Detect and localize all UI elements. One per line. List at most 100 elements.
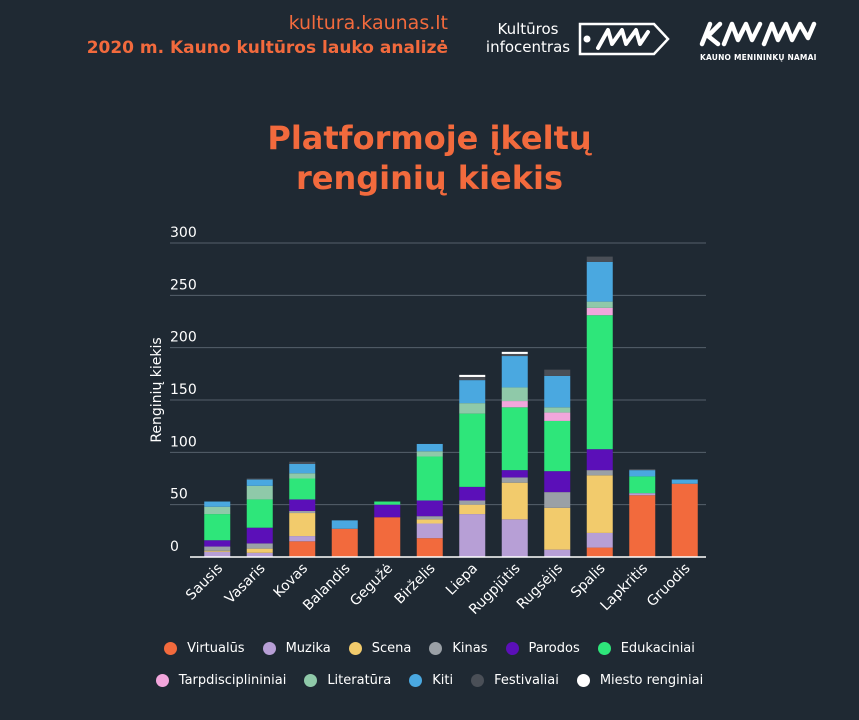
bar-segment (544, 492, 571, 508)
bar-segment (586, 475, 613, 533)
bar-segment (331, 528, 358, 557)
bar-segment (501, 482, 528, 520)
bar-segment (501, 353, 528, 357)
bar-segment (246, 485, 273, 500)
bar-segment (501, 351, 528, 354)
legend-swatch (429, 642, 443, 655)
bar-segment (246, 527, 273, 544)
legend-swatch (155, 674, 169, 687)
legend-item: Tarpdisciplininiai (155, 673, 286, 688)
bar-segment (459, 504, 486, 515)
infocentras-ticket-icon (578, 22, 670, 56)
legend-item: Miesto renginiai (576, 673, 704, 688)
legend-swatch (505, 642, 519, 655)
bar-segment (501, 477, 528, 483)
bar-segment (459, 514, 486, 557)
bar-segment (459, 374, 486, 377)
bar-segment (544, 375, 571, 408)
x-tick-label: Kovas (271, 561, 311, 601)
bar-segment (586, 256, 613, 262)
bar-segment (204, 540, 231, 547)
y-tick-label: 150 (170, 382, 197, 398)
bar-segment (416, 523, 443, 539)
legend-swatch (164, 642, 178, 655)
infocentras-logo-line2: infocentras (485, 38, 571, 56)
legend-item: Virtualūs (164, 641, 245, 656)
bar-segment (586, 532, 613, 548)
legend-row-2: Tarpdisciplininiai Literatūra Kiti Festival… (0, 673, 859, 688)
legend-label: Edukaciniai (620, 641, 695, 656)
legend-item: Muzika (262, 641, 331, 656)
legend-swatch (304, 674, 318, 687)
y-tick-label: 200 (170, 330, 197, 346)
bar-segment (459, 403, 486, 414)
kaunas-artists-house-logo: KAUNO MENININKŲ NAMAI (698, 18, 818, 68)
bar-segment (204, 506, 231, 515)
bar-segment (459, 413, 486, 487)
bar-segment (671, 483, 698, 557)
bar-segment (416, 500, 443, 517)
bar-segment (544, 407, 571, 413)
bar-segment (544, 369, 571, 376)
bar-segment (501, 356, 528, 388)
bar-segment (204, 501, 231, 507)
bar-segment (289, 510, 316, 514)
bar-segment (501, 387, 528, 402)
bar-segment (544, 420, 571, 472)
bar-segment (289, 478, 316, 500)
x-tick-label: Spalis (568, 561, 609, 602)
chart-title-line-1: Platformoje įkeltų (267, 119, 592, 157)
bar-segment (246, 478, 273, 480)
bar-segment (289, 473, 316, 479)
legend-item: Kinas (429, 641, 488, 656)
bar-segment (289, 461, 316, 464)
bar-segment (671, 479, 698, 484)
legend-swatch (471, 674, 485, 687)
legend-label: Virtualūs (187, 641, 245, 656)
legend-item: Literatūra (304, 673, 391, 688)
legend-swatch (262, 642, 276, 655)
legend-label: Literatūra (327, 673, 392, 688)
bar-segment (501, 470, 528, 478)
bar-segment (246, 499, 273, 528)
bar-segment (416, 443, 443, 452)
x-tick-label: Vasaris (222, 561, 269, 608)
bar-segment (246, 552, 273, 557)
kulturos-infocentras-logo: Kultūros infocentras (470, 18, 675, 68)
bar-segment (544, 412, 571, 421)
legend-label: Festivaliai (494, 673, 559, 688)
site-url[interactable]: kultura.kaunas.lt (288, 12, 448, 34)
bar-segment (204, 551, 231, 557)
bar-segment (586, 261, 613, 302)
legend-item: Edukaciniai (597, 641, 695, 656)
legend-swatch (576, 674, 590, 687)
kmn-logo-subtitle: KAUNO MENININKŲ NAMAI (700, 53, 817, 62)
bar-segment (374, 517, 401, 557)
bar-segment (289, 463, 316, 474)
bar-segment (586, 307, 613, 316)
bar-segment (416, 516, 443, 520)
bar-segment (544, 549, 571, 557)
bar-segment (459, 380, 486, 404)
bar-segment (586, 301, 613, 308)
legend-label: Miesto renginiai (599, 673, 704, 688)
x-tick-label: Sausis (183, 561, 226, 604)
legend-item: Festivaliai (471, 673, 559, 688)
bar-segment (629, 495, 656, 557)
y-axis-label: Renginių kiekis (149, 337, 165, 442)
legend-label: Parodos (528, 641, 580, 656)
bar-segment (544, 471, 571, 493)
bar-segment (459, 486, 486, 501)
bar-segment (629, 469, 656, 471)
bar-segment (416, 456, 443, 501)
bar-segment (586, 315, 613, 450)
y-tick-label: 0 (170, 539, 179, 555)
bar-segment (289, 513, 316, 537)
bar-segment (289, 499, 316, 511)
legend-label: Muzika (285, 641, 331, 656)
y-tick-label: 250 (170, 277, 197, 293)
bar-segment (331, 520, 358, 529)
bar-segment (544, 507, 571, 550)
legend-label: Scena (371, 641, 412, 656)
bar-segment (501, 401, 528, 408)
